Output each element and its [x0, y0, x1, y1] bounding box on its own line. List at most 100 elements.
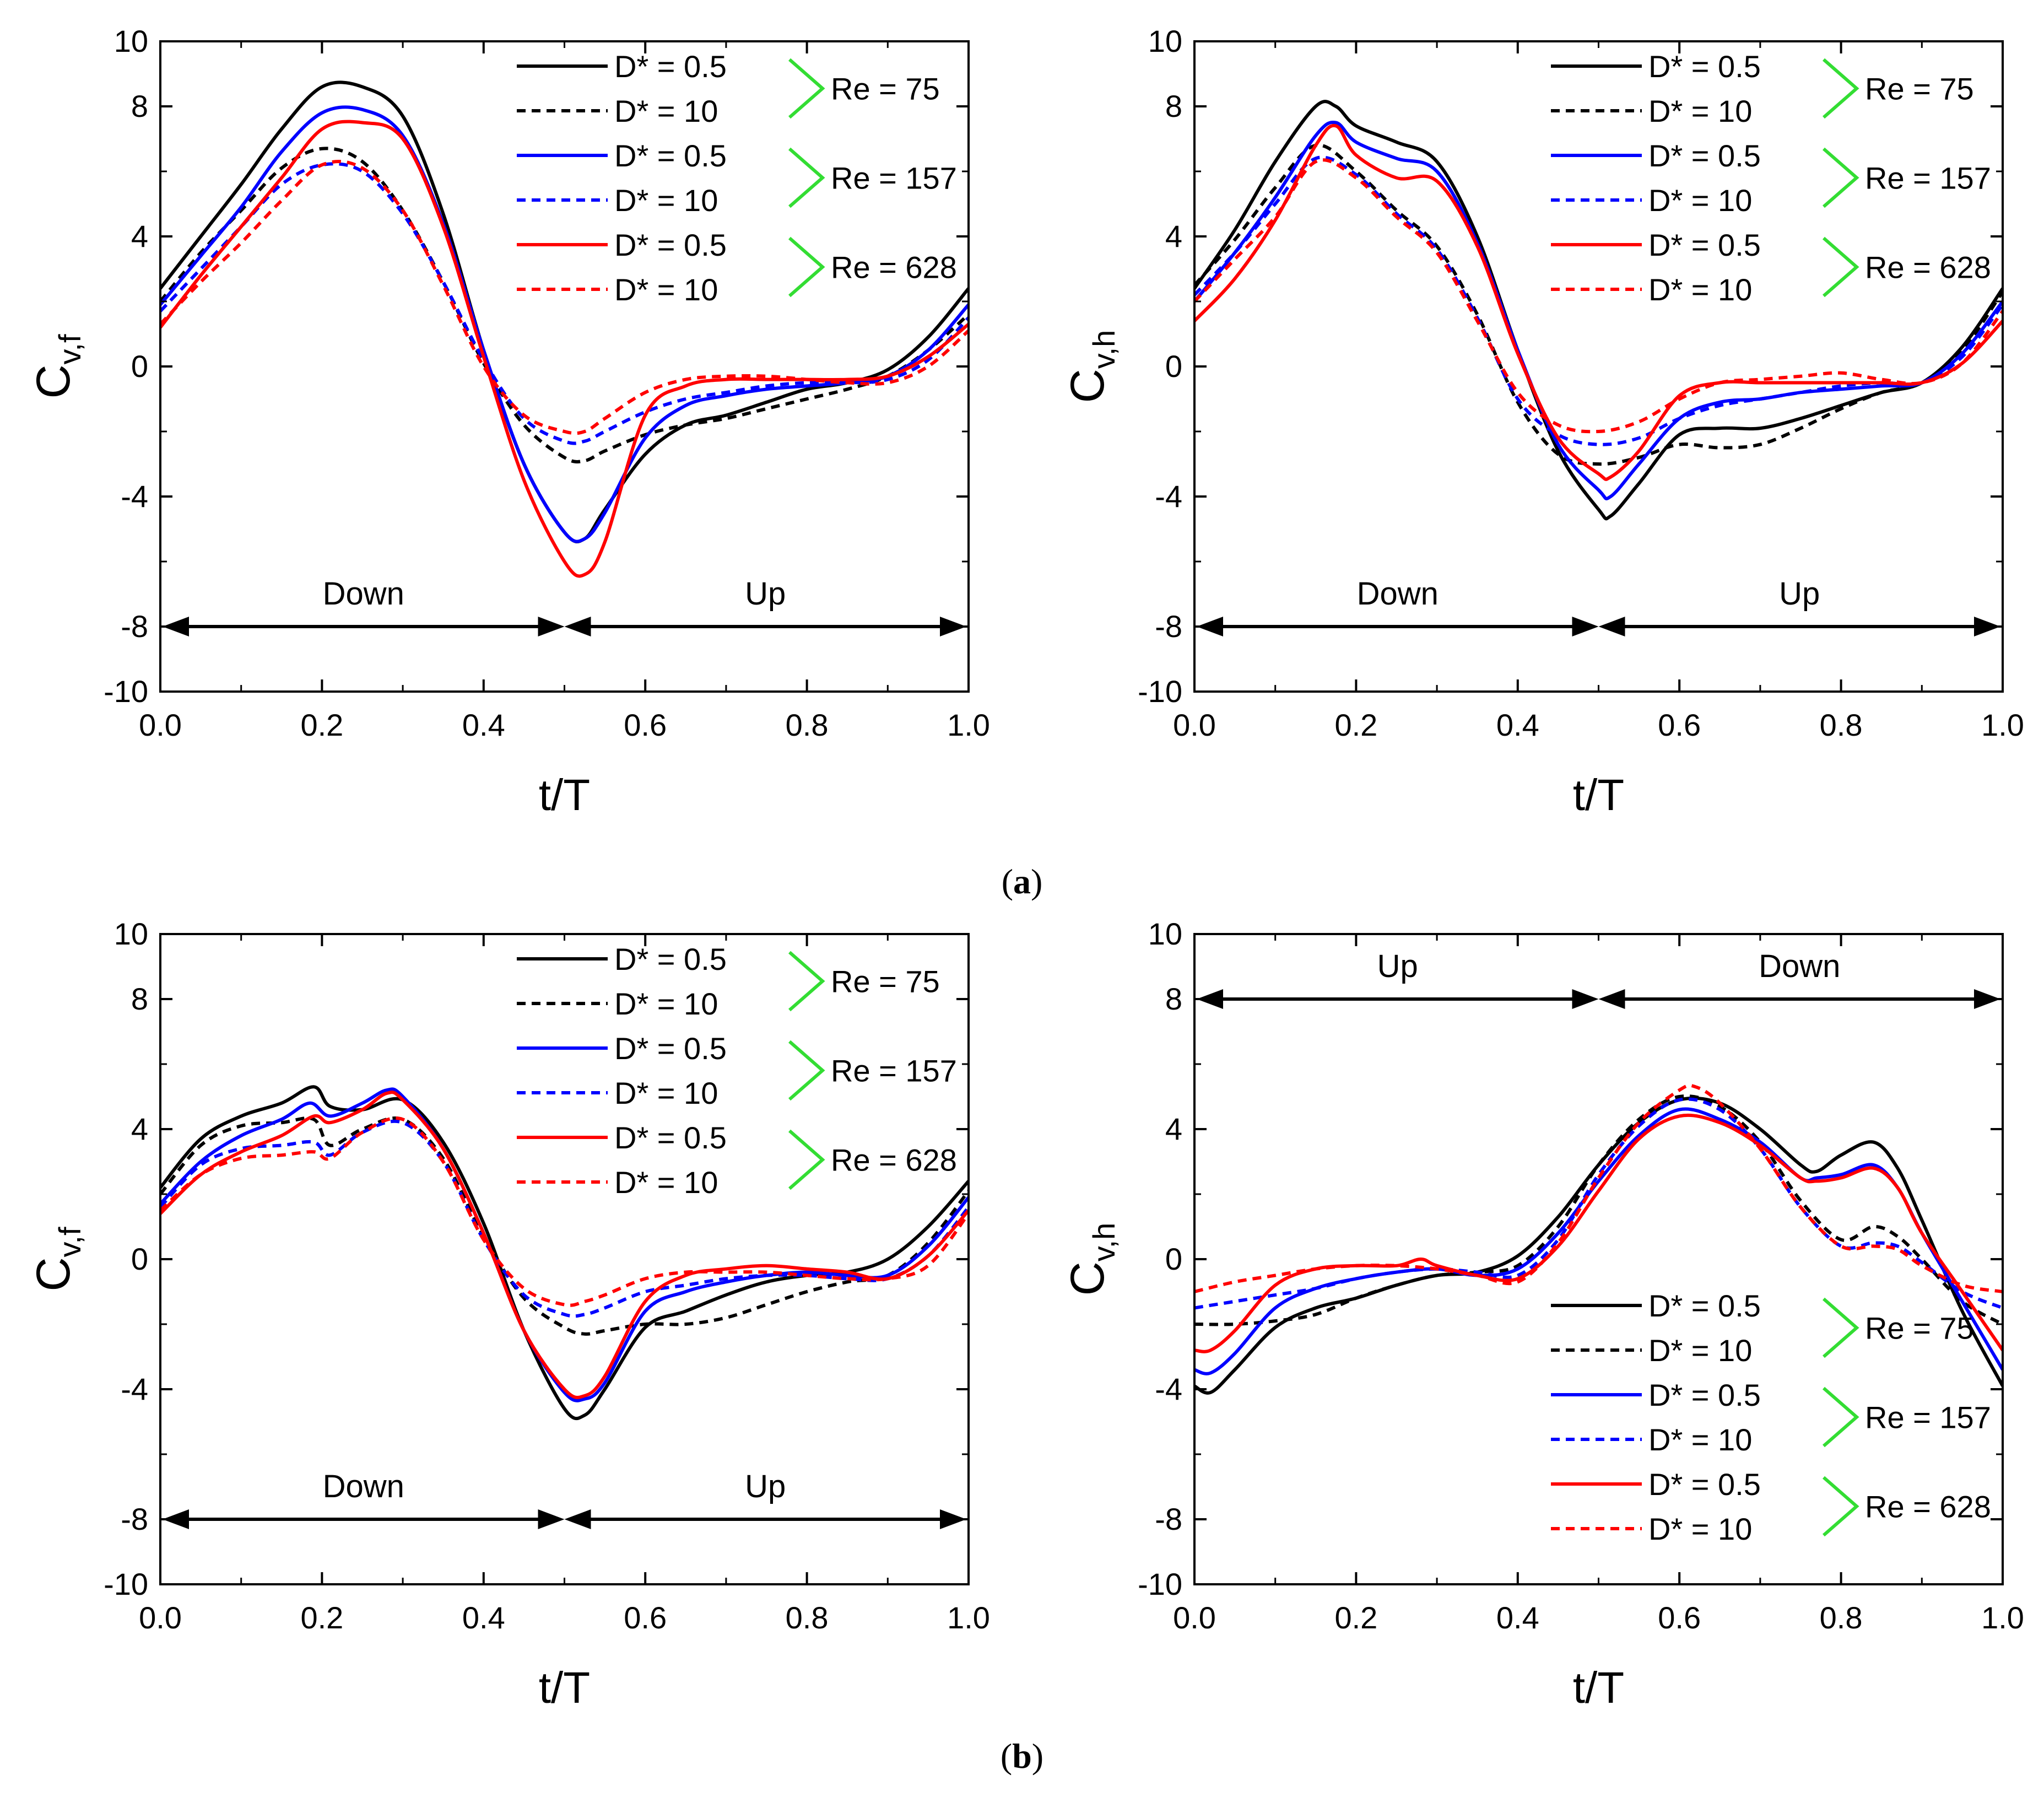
x-tick-label: 0.6: [1658, 1600, 1701, 1635]
x-tick-label: 0.8: [786, 1600, 829, 1635]
y-tick-label: -8: [1155, 609, 1182, 644]
series-line-3: [1194, 121, 2003, 500]
legend-label-3: D* = 0.5: [614, 1031, 727, 1066]
legend-label-1: D* = 0.5: [614, 942, 727, 976]
legend-label-1: D* = 0.5: [1648, 49, 1761, 84]
legend-label-6: D* = 10: [1648, 1512, 1752, 1546]
y-tick-label: 10: [114, 916, 148, 951]
x-axis: 0.0 0.2 0.4 0.6 0.8 1.0 t/T: [1173, 41, 2024, 819]
legend-bracket-3: [788, 1129, 825, 1190]
legend-label-4: D* = 10: [614, 183, 718, 218]
legend-label-1: D* = 0.5: [1648, 1288, 1761, 1323]
legend-label-5: D* = 0.5: [1648, 1467, 1761, 1502]
series-line-6: [160, 160, 969, 435]
y-tick-label: 8: [131, 89, 148, 123]
x-tick-label: 0.8: [786, 708, 829, 742]
x-tick-label: 0.4: [462, 1600, 505, 1635]
y-tick-label: 4: [1165, 1111, 1182, 1146]
legend-group-label-2: Re = 157: [831, 1054, 957, 1088]
x-tick-label: 0.6: [1658, 708, 1701, 742]
arrowhead-right: [1974, 989, 2000, 1009]
series-line-2: [160, 147, 969, 463]
y-tick-label: -10: [1138, 1567, 1182, 1601]
series-line-1: [1194, 1096, 2003, 1395]
legend-group-label-2: Re = 157: [1865, 161, 1991, 196]
y-axis: -10 -8 -4 0 4 8 10 Cv,h: [1061, 24, 2003, 709]
x-tick-label: 0.2: [300, 708, 343, 742]
caption-b-letter: b: [1012, 1736, 1032, 1776]
y-axis-label-main: C: [1061, 1261, 1114, 1296]
x-tick-label: 0.0: [1173, 708, 1216, 742]
y-axis-label-sub: v,h: [1086, 1223, 1121, 1262]
phase-label-left: Down: [323, 576, 404, 612]
phase-arrow: Down Up: [163, 576, 966, 636]
legend-label-3: D* = 0.5: [1648, 138, 1761, 173]
y-axis: -10 -8 -4 0 4 8 10 Cv,f: [27, 916, 969, 1601]
x-axis: 0.0 0.2 0.4 0.6 0.8 1.0 t/T: [139, 41, 990, 819]
arrowhead-right: [940, 1509, 966, 1529]
arrowhead-mid-left: [538, 1509, 565, 1529]
legend-label-6: D* = 10: [614, 1165, 718, 1200]
legend-label-6: D* = 10: [1648, 272, 1752, 307]
x-tick-label: 0.8: [1820, 1600, 1863, 1635]
legend-bracket-1: [788, 58, 825, 119]
legend-bracket-3: [1823, 236, 1859, 298]
y-tick-label: 0: [131, 1242, 148, 1276]
legend-bracket-3: [788, 236, 825, 298]
phase-label-right: Up: [1779, 576, 1820, 612]
legend-bracket-2: [788, 147, 825, 208]
y-axis: -10 -8 -4 0 4 8 10 Cv,h: [1061, 916, 2003, 1601]
legend-bracket-3: [1823, 1476, 1859, 1537]
phase-label-right: Up: [745, 1469, 786, 1504]
legend-group-label-2: Re = 157: [1865, 1400, 1991, 1435]
caption-b: (b): [1000, 1736, 1044, 1776]
x-axis: 0.0 0.2 0.4 0.6 0.8 1.0 t/T: [139, 934, 990, 1712]
legend-label-4: D* = 10: [1648, 183, 1752, 218]
y-axis-label-main: C: [27, 364, 80, 398]
series-line-3: [160, 105, 969, 543]
y-axis-label: Cv,f: [27, 1227, 87, 1292]
phase-label-left: Up: [1377, 948, 1418, 984]
series-group: [1194, 100, 2003, 521]
series-line-6: [1194, 1083, 2003, 1293]
legend: D* = 0.5 D* = 10 D* = 0.5 D* = 10 D* = 0.5 D*…: [1551, 1288, 1991, 1546]
phase-arrow: Down Up: [163, 1469, 966, 1529]
x-axis: 0.0 0.2 0.4 0.6 0.8 1.0 t/T: [1173, 934, 2024, 1712]
y-tick-label: 8: [1165, 89, 1182, 123]
legend-label-5: D* = 0.5: [614, 228, 727, 262]
chart-a-right: 0.0 0.2 0.4 0.6 0.8 1.0 t/T -10 -8 -4 0 4 8 10 Cv,h Dow…: [1061, 24, 2024, 819]
legend-group-label-2: Re = 157: [831, 161, 957, 196]
legend: D* = 0.5 D* = 10 D* = 0.5 D* = 10 D* = 0.5 D*…: [517, 942, 957, 1200]
series-line-5: [1194, 123, 2003, 481]
legend: D* = 0.5 D* = 10 D* = 0.5 D* = 10 D* = 0.5 D*…: [517, 49, 957, 307]
arrowhead-right: [940, 617, 966, 636]
legend-label-4: D* = 10: [614, 1076, 718, 1110]
arrowhead-mid-left: [1572, 617, 1599, 636]
arrowhead-mid-right: [1598, 989, 1625, 1009]
y-tick-label: 0: [131, 349, 148, 384]
phase-label-left: Down: [323, 1469, 404, 1504]
legend-group-label-1: Re = 75: [1865, 1311, 1974, 1346]
series-line-1: [1194, 100, 2003, 521]
y-axis: -10 -8 -4 0 4 8 10 Cv,f: [27, 24, 969, 709]
y-tick-label: -10: [104, 674, 148, 709]
legend-group-label-1: Re = 75: [1865, 72, 1974, 106]
y-tick-label: -4: [121, 1372, 148, 1406]
legend-group-label-1: Re = 75: [831, 964, 940, 999]
arrowhead-left: [1197, 617, 1223, 636]
legend-label-2: D* = 10: [614, 986, 718, 1021]
x-tick-label: 0.6: [624, 1600, 667, 1635]
phase-label-right: Down: [1759, 948, 1840, 984]
x-axis-label: t/T: [539, 770, 590, 819]
y-axis-label: Cv,h: [1061, 1223, 1121, 1296]
y-axis-label-main: C: [1061, 369, 1114, 403]
y-tick-label: -8: [121, 1502, 148, 1536]
y-tick-label: -4: [121, 479, 148, 514]
chart-a-left: 0.0 0.2 0.4 0.6 0.8 1.0 t/T -10 -8 -4 0 4 8 10 Cv,f Dow…: [27, 24, 990, 819]
plot-frame: [159, 933, 970, 1585]
legend-group-label-3: Re = 628: [1865, 1490, 1991, 1524]
legend-group-label-1: Re = 75: [831, 72, 940, 106]
y-axis-label-sub: v,f: [52, 1227, 87, 1257]
chart-b-right: 0.0 0.2 0.4 0.6 0.8 1.0 t/T -10 -8 -4 0 4 8 10 Cv,h Up D…: [1061, 916, 2024, 1712]
